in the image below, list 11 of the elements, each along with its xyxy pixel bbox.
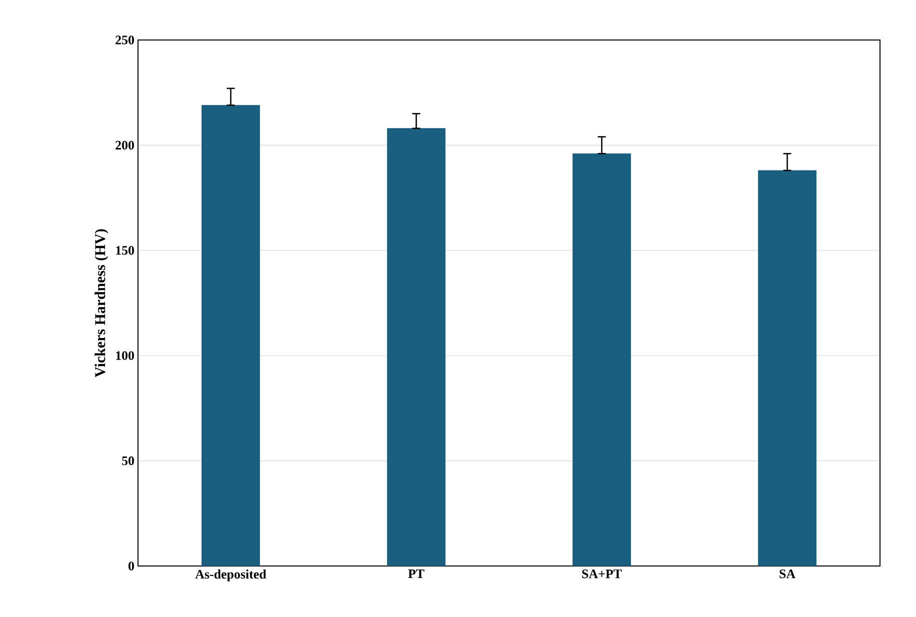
x-tick-label: PT	[408, 570, 424, 578]
x-tick-label: SA	[780, 570, 796, 578]
y-tick-label: 150	[116, 246, 134, 255]
y-tick-label: 0	[128, 562, 134, 570]
y-tick-label: 250	[116, 36, 134, 44]
y-axis-title: Vickers Hardness (HV)	[94, 229, 108, 378]
y-tick-label: 50	[122, 456, 134, 466]
x-tick-label: SA+PT	[582, 570, 622, 578]
x-tick-label: As-deposited	[195, 570, 266, 582]
y-tick-label: 200	[116, 140, 134, 150]
y-tick-label: 100	[116, 351, 134, 360]
